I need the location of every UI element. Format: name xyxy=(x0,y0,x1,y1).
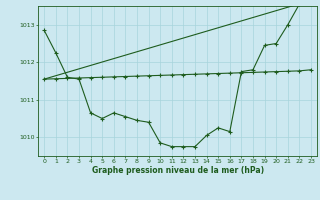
X-axis label: Graphe pression niveau de la mer (hPa): Graphe pression niveau de la mer (hPa) xyxy=(92,166,264,175)
